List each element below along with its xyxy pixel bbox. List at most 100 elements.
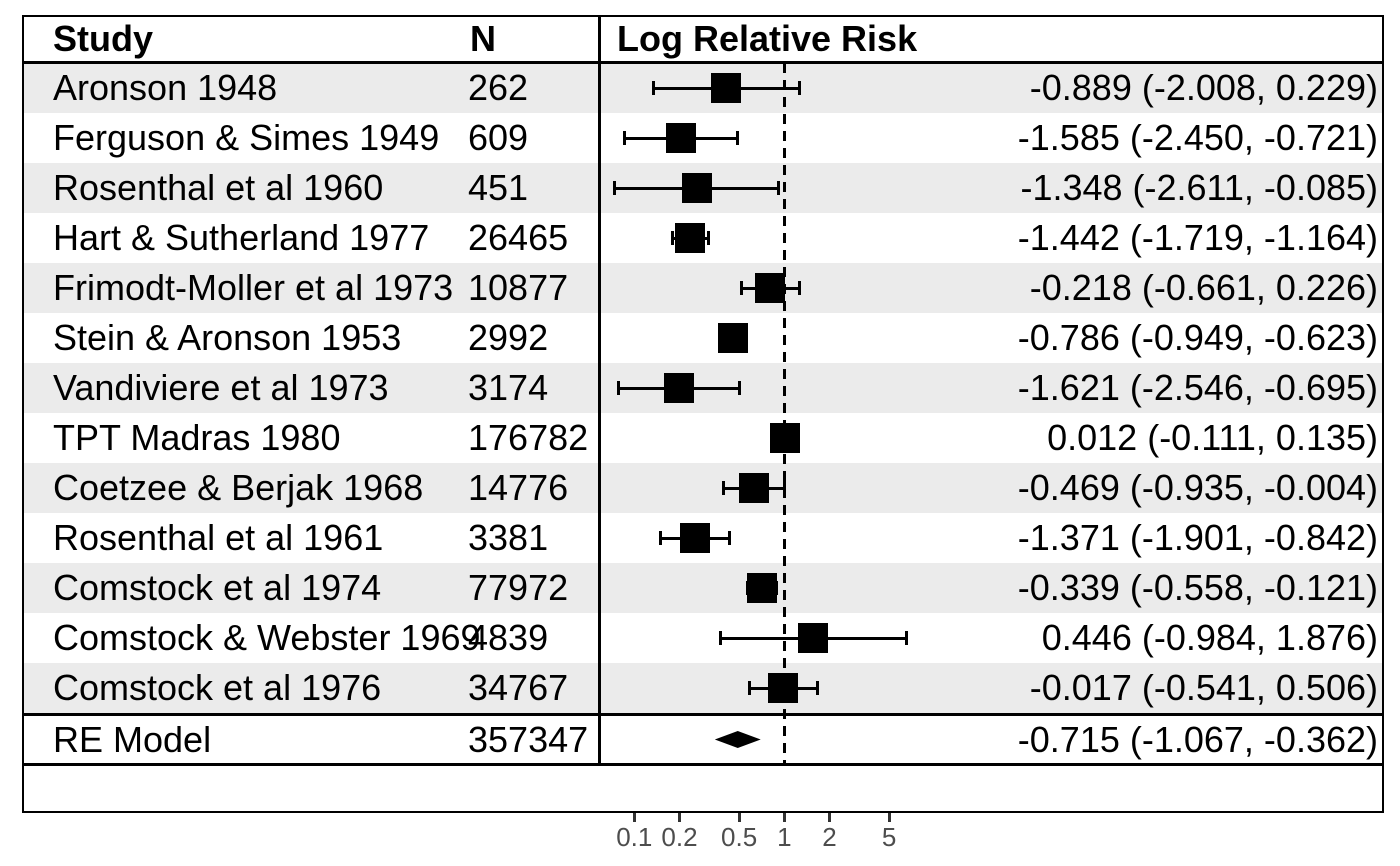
estimate-label: -0.715 (-1.067, -0.362) <box>1017 718 1378 760</box>
axis-tick <box>782 813 786 822</box>
study-n: 10877 <box>468 267 569 308</box>
study-n: 609 <box>468 117 529 158</box>
row-stripe <box>24 563 1382 613</box>
ci-cap-right <box>735 131 739 145</box>
axis-tick <box>828 813 831 822</box>
column-header-n: N <box>470 18 496 59</box>
study-name: Vandiviere et al 1973 <box>53 367 389 408</box>
ci-cap-right <box>737 381 741 395</box>
estimate-label: -0.339 (-0.558, -0.121) <box>1017 567 1378 608</box>
effect-square <box>747 573 778 603</box>
study-n: 357347 <box>468 718 589 760</box>
effect-square <box>755 273 786 303</box>
effect-square <box>711 73 742 103</box>
study-n: 3174 <box>468 367 549 408</box>
estimate-label: -0.218 (-0.661, 0.226) <box>1029 267 1378 308</box>
ci-cap-left <box>652 81 655 95</box>
effect-square <box>798 623 829 653</box>
column-divider <box>598 15 601 766</box>
study-name: Coetzee & Berjak 1968 <box>53 467 424 508</box>
ci-cap-left <box>612 181 616 195</box>
axis-tick <box>632 813 636 822</box>
study-name: Rosenthal et al 1961 <box>53 517 384 558</box>
ci-cap-left <box>747 681 751 695</box>
estimate-label: -1.348 (-2.611, -0.085) <box>1020 167 1378 208</box>
ci-cap-left <box>659 531 662 545</box>
header-rule <box>22 61 1384 64</box>
estimate-label: -1.442 (-1.719, -1.164) <box>1017 217 1378 258</box>
effect-square <box>666 123 696 153</box>
axis-tick <box>737 813 741 822</box>
study-n: 4839 <box>468 617 549 658</box>
effect-square <box>738 473 769 503</box>
ci-cap-right <box>797 81 801 95</box>
axis-tick-label: 2 <box>822 822 837 852</box>
study-name: Hart & Sutherland 1977 <box>53 217 430 258</box>
effect-square <box>768 673 799 703</box>
axis-tick <box>678 813 681 822</box>
reference-line <box>783 63 786 766</box>
study-name: Comstock et al 1974 <box>53 567 382 608</box>
estimate-label: -1.585 (-2.450, -0.721) <box>1017 117 1378 158</box>
study-n: 3381 <box>468 517 549 558</box>
ci-cap-right <box>782 481 786 495</box>
estimate-label: -0.469 (-0.935, -0.004) <box>1017 467 1378 508</box>
estimate-label: -0.017 (-0.541, 0.506) <box>1029 667 1378 708</box>
summary-bottom-rule <box>22 763 1384 766</box>
estimate-label: -1.371 (-1.901, -0.842) <box>1017 517 1378 558</box>
axis-tick-label: 5 <box>881 822 897 852</box>
study-name: Rosenthal et al 1960 <box>53 167 384 208</box>
row-stripe <box>24 263 1382 313</box>
study-n: 451 <box>468 167 529 208</box>
study-n: 14776 <box>468 467 569 508</box>
row-stripe <box>24 663 1382 713</box>
study-name: Comstock et al 1976 <box>53 667 382 708</box>
axis-tick-label: 0.1 <box>616 822 653 852</box>
summary-diamond <box>714 731 761 748</box>
study-name: Comstock & Webster 1969 <box>53 617 481 658</box>
estimate-label: -0.786 (-0.949, -0.623) <box>1017 317 1378 358</box>
effect-square <box>663 373 694 403</box>
summary-top-rule <box>22 713 1384 716</box>
ci-cap-left <box>623 131 627 145</box>
study-n: 26465 <box>468 217 569 258</box>
study-n: 262 <box>468 67 529 108</box>
effect-square <box>718 323 749 353</box>
axis-tick <box>887 813 891 822</box>
study-n: 34767 <box>468 667 569 708</box>
ci-cap-left <box>718 631 722 645</box>
study-name: TPT Madras 1980 <box>53 417 341 458</box>
effect-square <box>680 523 710 553</box>
column-header-log-relative-risk: Log Relative Risk <box>617 18 918 59</box>
study-name: RE Model <box>53 718 212 760</box>
study-n: 77972 <box>468 567 569 608</box>
effect-square <box>770 423 801 453</box>
ci-cap-left <box>670 231 674 245</box>
ci-cap-left <box>721 481 725 495</box>
ci-cap-left <box>616 381 620 395</box>
ci-cap-right <box>905 631 908 645</box>
ci-cap-right <box>797 281 801 295</box>
column-header-study: Study <box>53 18 154 59</box>
effect-square <box>681 173 712 203</box>
estimate-label: 0.446 (-0.984, 1.876) <box>1041 617 1378 658</box>
study-name: Aronson 1948 <box>53 67 278 108</box>
estimate-label: -0.889 (-2.008, 0.229) <box>1029 67 1378 108</box>
study-name: Stein & Aronson 1953 <box>53 317 402 358</box>
ci-cap-right <box>727 531 731 545</box>
effect-square <box>675 223 706 253</box>
axis-tick-label: 1 <box>777 822 792 852</box>
ci-cap-right <box>815 681 819 695</box>
study-n: 2992 <box>468 317 549 358</box>
estimate-label: -1.621 (-2.546, -0.695) <box>1017 367 1378 408</box>
axis-tick-label: 0.5 <box>721 822 758 852</box>
axis-tick-label: 0.2 <box>661 822 698 852</box>
ci-cap-right <box>777 181 781 195</box>
row-stripe <box>24 463 1382 513</box>
study-name: Frimodt-Moller et al 1973 <box>53 267 454 308</box>
study-name: Ferguson & Simes 1949 <box>53 117 440 158</box>
ci-cap-left <box>739 281 743 295</box>
estimate-label: 0.012 (-0.111, 0.135) <box>1047 417 1378 458</box>
study-n: 176782 <box>468 417 589 458</box>
